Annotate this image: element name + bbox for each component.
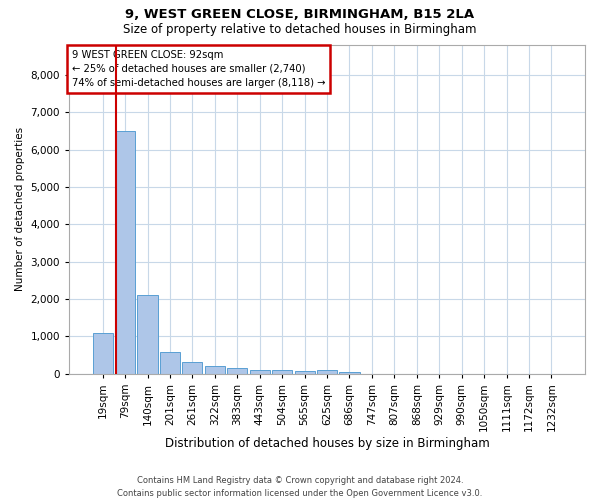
- X-axis label: Distribution of detached houses by size in Birmingham: Distribution of detached houses by size …: [164, 437, 490, 450]
- Bar: [182, 362, 202, 374]
- Text: Contains HM Land Registry data © Crown copyright and database right 2024.
Contai: Contains HM Land Registry data © Crown c…: [118, 476, 482, 498]
- Text: 9, WEST GREEN CLOSE, BIRMINGHAM, B15 2LA: 9, WEST GREEN CLOSE, BIRMINGHAM, B15 2LA: [125, 8, 475, 20]
- Bar: [272, 370, 292, 374]
- Bar: [317, 370, 337, 374]
- Y-axis label: Number of detached properties: Number of detached properties: [15, 128, 25, 292]
- Bar: [205, 366, 225, 374]
- Bar: [227, 368, 247, 374]
- Bar: [160, 352, 180, 374]
- Bar: [115, 131, 135, 374]
- Text: Size of property relative to detached houses in Birmingham: Size of property relative to detached ho…: [123, 22, 477, 36]
- Bar: [250, 370, 270, 374]
- Bar: [340, 372, 359, 374]
- Bar: [137, 295, 158, 374]
- Bar: [92, 332, 113, 374]
- Bar: [295, 371, 314, 374]
- Text: 9 WEST GREEN CLOSE: 92sqm
← 25% of detached houses are smaller (2,740)
74% of se: 9 WEST GREEN CLOSE: 92sqm ← 25% of detac…: [71, 50, 325, 88]
